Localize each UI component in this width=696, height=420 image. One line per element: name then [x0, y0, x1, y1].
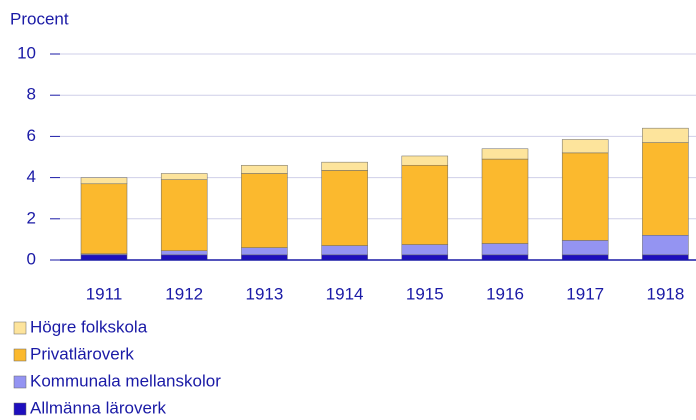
- bar-segment: [561, 240, 609, 256]
- bar-segment: [160, 173, 208, 180]
- bar-segment: [321, 170, 368, 246]
- bar-segment: [160, 250, 208, 256]
- legend-swatch: [13, 348, 27, 362]
- bar-segment: [241, 247, 288, 256]
- legend-swatch: [13, 321, 27, 335]
- bar-segment: [561, 254, 609, 261]
- legend-swatch: [13, 375, 27, 389]
- bar-segment: [481, 158, 529, 244]
- y-axis-label: Procent: [10, 9, 69, 28]
- x-tick-label: 1912: [165, 284, 203, 303]
- bar-segment: [321, 254, 368, 261]
- x-tick-label: 1913: [245, 284, 283, 303]
- legend-label: Högre folkskola: [30, 317, 148, 336]
- bar-segment: [241, 164, 288, 174]
- x-tick-label: 1916: [486, 284, 524, 303]
- bar-segment: [561, 139, 609, 154]
- legend-label: Kommunala mellanskolor: [30, 371, 221, 390]
- y-tick-label: 10: [17, 43, 36, 62]
- bar-segment: [321, 245, 368, 256]
- bar-segment: [80, 183, 128, 255]
- y-tick-label: 4: [27, 167, 36, 186]
- x-tick-label: 1917: [566, 284, 604, 303]
- bar-segment: [80, 254, 128, 261]
- bar-segment: [481, 254, 529, 261]
- bar-segment: [642, 127, 689, 143]
- legend-swatch: [13, 402, 27, 416]
- bar-segment: [642, 235, 689, 256]
- x-tick-label: 1911: [86, 284, 123, 303]
- bar-segment: [481, 148, 529, 160]
- bar-segment: [401, 164, 449, 245]
- bar-segment: [321, 161, 368, 171]
- x-tick-label: 1914: [326, 284, 364, 303]
- y-tick-label: 8: [27, 85, 36, 104]
- bar-segment: [561, 152, 609, 241]
- bar-segment: [401, 244, 449, 256]
- bar-segment: [401, 254, 449, 261]
- bar-segment: [481, 243, 529, 256]
- y-tick-label: 6: [27, 126, 36, 145]
- bar-segment: [642, 142, 689, 236]
- bar-segment: [642, 254, 689, 261]
- bar-segment: [241, 254, 288, 261]
- bar-segment: [160, 254, 208, 261]
- y-tick-label: 2: [27, 208, 36, 227]
- x-tick-label: 1915: [406, 284, 444, 303]
- bar-segment: [241, 173, 288, 248]
- bar-segment: [401, 155, 449, 166]
- bar-segment: [80, 177, 128, 185]
- legend-label: Allmänna läroverk: [30, 398, 167, 417]
- y-tick-label: 0: [27, 249, 36, 268]
- bar-segment: [160, 179, 208, 251]
- x-tick-label: 1918: [646, 284, 684, 303]
- legend-label: Privatläroverk: [30, 344, 134, 363]
